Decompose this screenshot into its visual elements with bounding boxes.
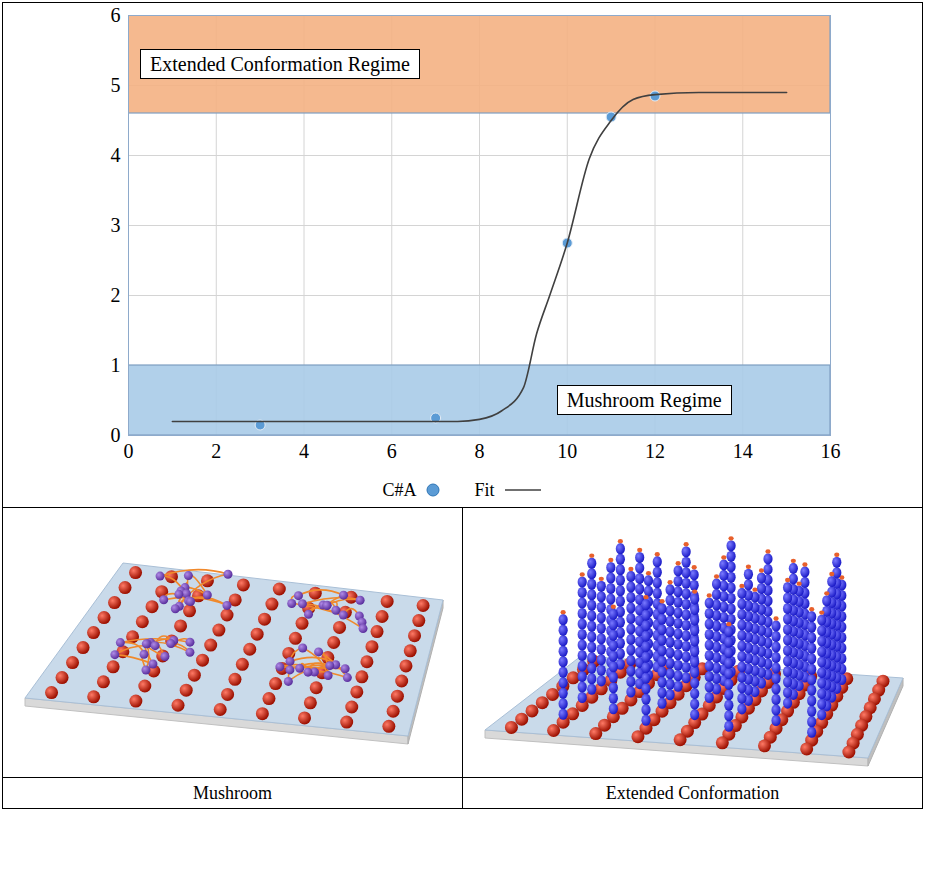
svg-text:6: 6	[387, 440, 397, 462]
svg-text:10: 10	[557, 440, 577, 462]
svg-text:2: 2	[111, 284, 121, 306]
html-text:Fit: Fit	[474, 479, 495, 500]
svg-text:0: 0	[124, 440, 134, 462]
svg-text:16: 16	[821, 440, 841, 462]
svg-text:14: 14	[733, 440, 753, 462]
svg-text:1: 1	[111, 354, 121, 376]
html-text:Mushroom: Mushroom	[193, 783, 272, 803]
svg-text:2: 2	[211, 440, 221, 462]
svg-text:12: 12	[645, 440, 665, 462]
svg-text:3: 3	[111, 214, 121, 236]
html-text:Extended Conformation Regime: Extended Conformation Regime	[150, 53, 410, 75]
svg-text:4: 4	[299, 440, 309, 462]
html-text:Mushroom Regime: Mushroom Regime	[566, 389, 722, 411]
html-text:Extended Conformation: Extended Conformation	[605, 783, 780, 803]
svg-text:5: 5	[111, 74, 121, 96]
svg-text:4: 4	[111, 144, 121, 166]
svg-text:0: 0	[111, 424, 121, 446]
svg-text:8: 8	[475, 440, 485, 462]
html-text:C#A: C#A	[382, 479, 417, 500]
svg-text:6: 6	[111, 4, 121, 26]
